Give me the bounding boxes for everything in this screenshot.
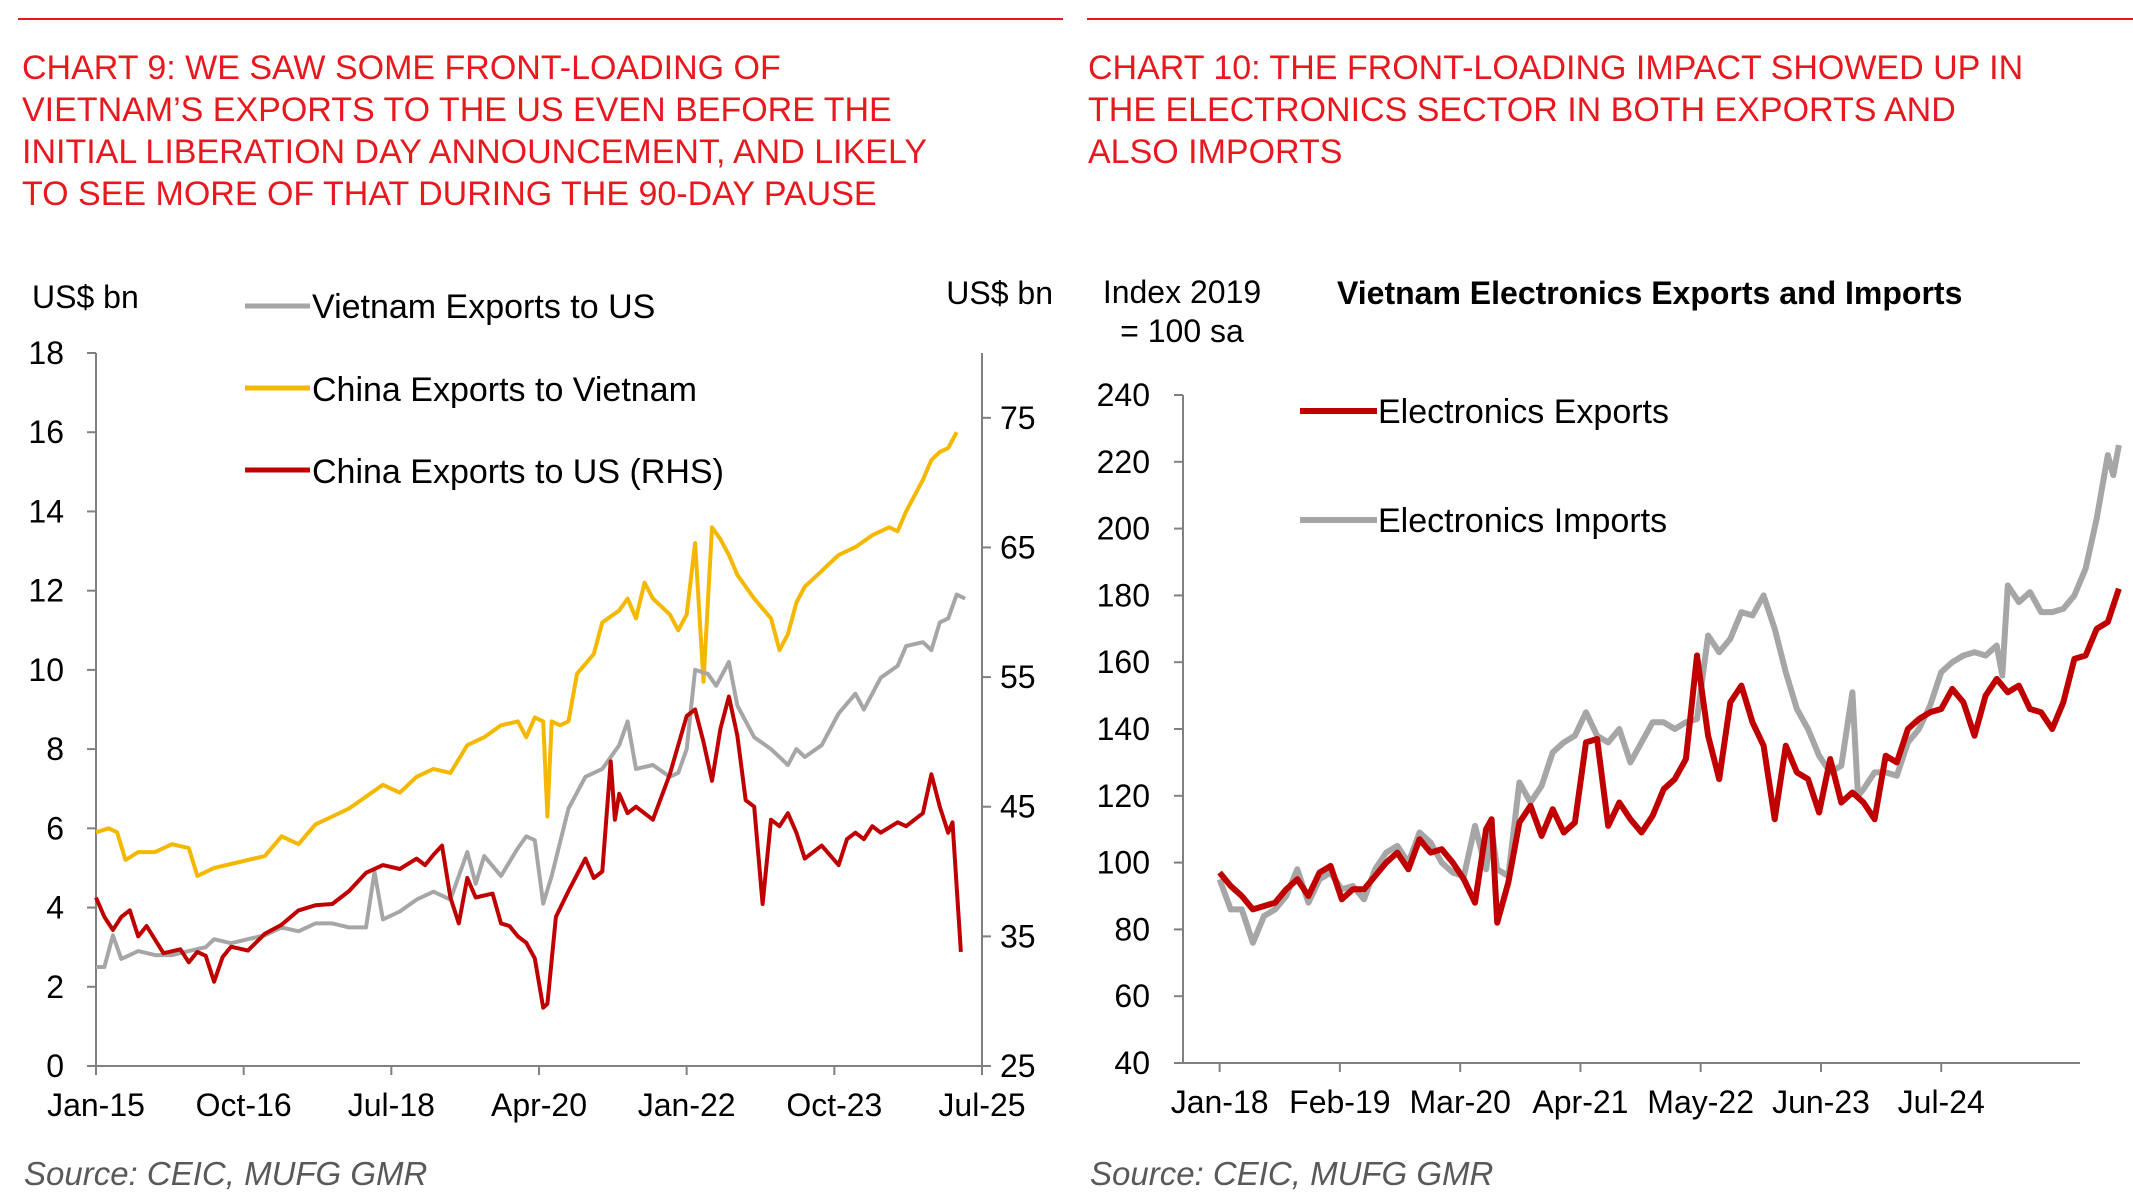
chart9-left-tick-label: 10 (28, 652, 64, 688)
chart10-y-tick-label: 60 (1114, 978, 1150, 1014)
chart9-left-tick-label: 14 (28, 493, 64, 529)
chart10-y-tick-label: 80 (1114, 911, 1150, 947)
chart10-x-tick-label: Feb-19 (1289, 1084, 1390, 1120)
chart10-y-tick-label: 120 (1097, 778, 1150, 814)
chart10-y-tick-label: 180 (1097, 577, 1150, 613)
chart10-axis-unit-line-1: Index 2019 (1103, 274, 1261, 310)
chart10-title-line-3: ALSO IMPORTS (1088, 133, 1342, 171)
chart9-left-tick-label: 2 (46, 969, 64, 1005)
chart10-x-tick-label: Jul-24 (1898, 1084, 1985, 1120)
chart9-x-tick-label: Apr-20 (491, 1087, 587, 1123)
chart10-line-electronics-exports (1217, 587, 2122, 926)
chart10-y-tick-label: 40 (1114, 1045, 1150, 1081)
chart10-x-tick-label: Apr-21 (1532, 1084, 1628, 1120)
chart9-right-tick-label: 25 (1000, 1048, 1036, 1084)
chart10-legend-label-exports: Electronics Exports (1378, 393, 1669, 431)
chart9-left-tick-label: 6 (46, 810, 64, 846)
chart9-legend-label-vietnam-exports: Vietnam Exports to US (312, 288, 655, 326)
chart9-left-tick-label: 4 (46, 890, 64, 926)
chart10-x-tick-label: Mar-20 (1410, 1084, 1511, 1120)
chart10-y-tick-label: 240 (1097, 377, 1150, 413)
chart10-chart-title: Vietnam Electronics Exports and Imports (1337, 275, 1962, 311)
chart9-right-axis-unit: US$ bn (946, 275, 1053, 311)
chart9-right-tick-label: 45 (1000, 789, 1036, 825)
chart10-y-tick-label: 220 (1097, 444, 1150, 480)
chart9-right-tick-label: 65 (1000, 529, 1036, 565)
chart9-legend-label-china-to-us: China Exports to US (RHS) (312, 453, 724, 491)
chart9-right-tick-label: 75 (1000, 400, 1036, 436)
chart10-axes: 40 60 80 100 120 140 160 180 200 220 240 Jan-18 Feb-… (1097, 377, 2080, 1120)
chart10-title-line-1: CHART 10: THE FRONT-LOADING IMPACT SHOWE… (1088, 49, 2023, 87)
chart10-y-tick-label: 140 (1097, 711, 1150, 747)
chart10-x-tick-label: Jan-18 (1171, 1084, 1269, 1120)
chart9-x-tick-label: Jan-22 (638, 1087, 736, 1123)
chart10-axis-unit-line-2: = 100 sa (1120, 313, 1244, 349)
chart9-title-line-2: VIETNAM’S EXPORTS TO THE US EVEN BEFORE … (22, 91, 892, 129)
chart9-x-tick-label: Jul-25 (938, 1087, 1025, 1123)
chart9-x-tick-label: Oct-23 (786, 1087, 882, 1123)
chart10-y-tick-label: 100 (1097, 845, 1150, 881)
chart9-axes: 0 2 4 6 8 10 12 14 16 18 25 35 45 55 65 75 Jan-15 Oct-16 J… (28, 335, 1035, 1123)
chart9-left-tick-label: 8 (46, 731, 64, 767)
chart10-y-tick-label: 200 (1097, 511, 1150, 547)
chart10-legend-label-imports: Electronics Imports (1378, 502, 1667, 540)
chart9-source: Source: CEIC, MUFG GMR (24, 1155, 427, 1192)
chart10-title-line-2: THE ELECTRONICS SECTOR IN BOTH EXPORTS A… (1088, 91, 1956, 129)
chart10-source: Source: CEIC, MUFG GMR (1090, 1155, 1493, 1192)
chart9-x-tick-label: Jul-18 (348, 1087, 435, 1123)
chart10-x-tick-label: Jun-23 (1772, 1084, 1870, 1120)
chart9-right-tick-label: 35 (1000, 918, 1036, 954)
chart10-y-tick-label: 160 (1097, 644, 1150, 680)
chart9-title-line-1: CHART 9: WE SAW SOME FRONT-LOADING OF (22, 49, 781, 87)
chart9-title-line-4: TO SEE MORE OF THAT DURING THE 90-DAY PA… (22, 175, 877, 213)
chart9-x-tick-label: Oct-16 (196, 1087, 292, 1123)
chart9-x-tick-label: Jan-15 (47, 1087, 145, 1123)
chart9-left-tick-label: 12 (28, 573, 64, 609)
chart9-line-china-exports-to-us (94, 694, 963, 1010)
chart9-line-china-exports-to-vietnam (95, 431, 959, 878)
chart10-line-electronics-imports (1216, 444, 2122, 946)
chart9-left-tick-label: 18 (28, 335, 64, 371)
chart10-series (1216, 444, 2122, 946)
chart9-legend-label-china-to-vietnam: China Exports to Vietnam (312, 371, 697, 409)
chart9-series (94, 431, 966, 1010)
chart9-line-vietnam-exports-to-us (96, 592, 966, 969)
chart9-left-tick-label: 16 (28, 414, 64, 450)
chart9-left-axis-unit: US$ bn (32, 279, 139, 315)
chart9-title-line-3: INITIAL LIBERATION DAY ANNOUNCEMENT, AND… (22, 133, 927, 171)
chart10-x-tick-label: May-22 (1647, 1084, 1754, 1120)
chart9-left-tick-label: 0 (46, 1048, 64, 1084)
chart9-right-tick-label: 55 (1000, 659, 1036, 695)
